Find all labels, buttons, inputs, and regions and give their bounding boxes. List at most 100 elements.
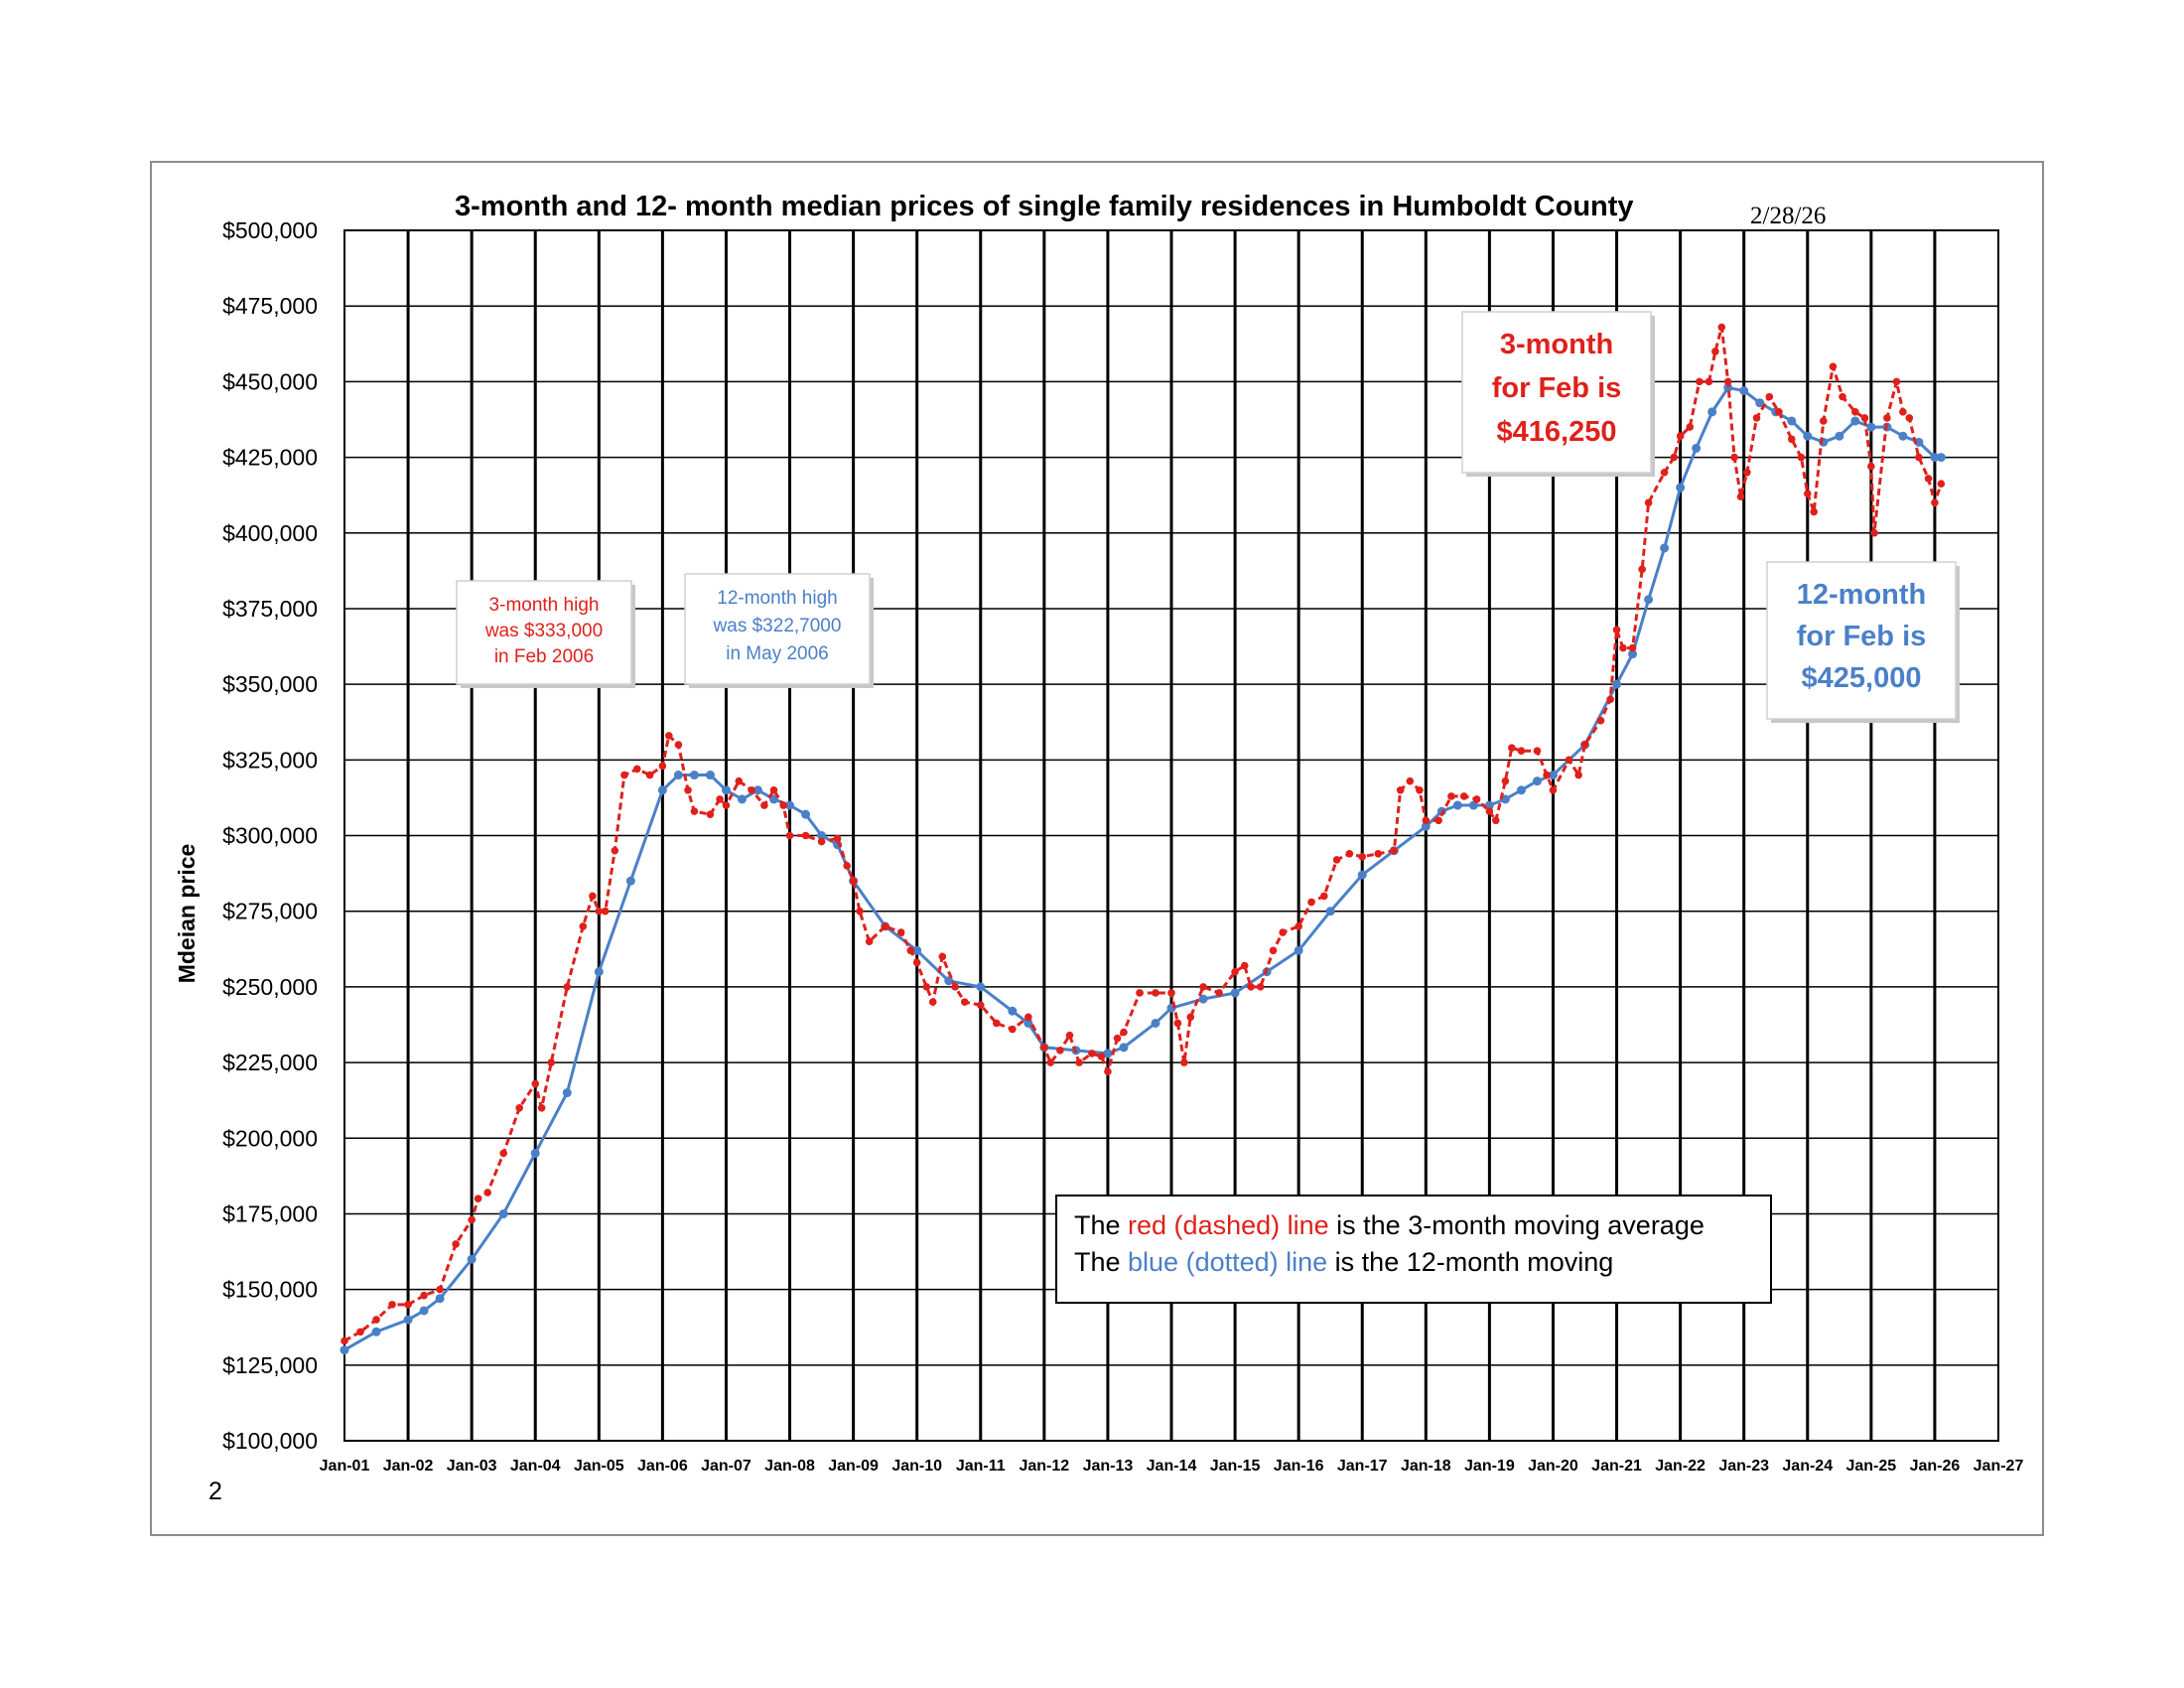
series-12month-point: [530, 1148, 540, 1158]
series-3month-point: [356, 1328, 364, 1336]
series-12month-point: [1930, 453, 1940, 463]
series-3month-point: [1803, 490, 1812, 497]
annotation-text: $425,000: [1802, 662, 1922, 694]
legend-text-highlight: blue (dotted) line: [1128, 1247, 1327, 1277]
series-3month-point: [896, 928, 905, 936]
series-3month-point: [1736, 492, 1745, 500]
series-3month-point: [452, 1240, 460, 1248]
x-tick-label: Jan-24: [1782, 1458, 1833, 1475]
series-3month-point: [1717, 323, 1726, 332]
series-3month-point: [1670, 453, 1679, 462]
y-tick-label: $325,000: [222, 747, 318, 773]
series-3month-point: [1040, 1044, 1048, 1052]
series-3month-point: [674, 741, 683, 749]
annotation-text: 12-month high: [717, 588, 837, 609]
series-3month-point: [1892, 377, 1901, 386]
series-12month-point: [1119, 1043, 1129, 1053]
series-12month-point: [1755, 398, 1765, 408]
series-3month-point: [645, 771, 654, 779]
series-3month-point: [769, 785, 778, 794]
annotation-3month-high: 3-month high was $333,000 in Feb 2006: [456, 580, 635, 688]
series-3month-point: [1743, 469, 1751, 477]
annotation-text: was $333,000: [484, 621, 603, 641]
series-3month-point: [611, 846, 619, 855]
series-12month-point: [1692, 443, 1702, 453]
series-3month-point: [1459, 792, 1468, 800]
series-3month-point: [1406, 776, 1415, 785]
series-3month-point: [1752, 414, 1761, 422]
series-3month-point: [779, 801, 787, 809]
x-tick-label: Jan-12: [1019, 1458, 1069, 1475]
y-tick-label: $400,000: [222, 520, 318, 546]
series-3month-point: [1009, 1025, 1017, 1034]
series-12month-point: [562, 1088, 572, 1098]
series-3month-point: [601, 907, 610, 915]
series-3month-point: [1075, 1058, 1083, 1066]
series-3month-point: [760, 801, 768, 809]
series-12month-point: [1898, 431, 1908, 441]
annotation-text: in May 2006: [726, 643, 829, 664]
x-tick-label: Jan-13: [1083, 1458, 1134, 1475]
series-3month-point: [735, 776, 744, 785]
series-12month-point: [467, 1254, 477, 1264]
series-3month-point: [372, 1316, 380, 1324]
series-3month-point: [1358, 853, 1367, 861]
legend-text-suffix: is the 12-month moving: [1327, 1247, 1613, 1277]
y-tick-labels: $100,000 $125,000 $150,000 $175,000 $200,000…: [222, 217, 318, 1454]
series-12month-point: [673, 771, 683, 780]
series-3month-point: [1819, 417, 1828, 425]
series-12month-point: [976, 982, 986, 992]
series-3month-point: [1434, 816, 1442, 825]
series-3month-point: [1924, 475, 1933, 483]
series-3month-point: [1860, 414, 1869, 422]
series-3month-point: [1173, 1019, 1182, 1028]
series-12month-point: [1500, 794, 1510, 804]
series-12month-point: [1151, 1018, 1160, 1028]
series-3month-point: [1485, 807, 1494, 815]
series-3month-point: [938, 952, 947, 961]
series-3month-point: [589, 892, 597, 901]
series-3month-point: [801, 831, 810, 840]
series-12month-point: [1835, 431, 1844, 441]
annotation-box: [1766, 561, 1957, 720]
series-12month-point: [403, 1315, 413, 1325]
series-12month-point: [1357, 870, 1367, 880]
legend-text-highlight: red (dashed) line: [1128, 1210, 1329, 1240]
series-3month-point: [1491, 816, 1500, 825]
legend-entry-12month: The blue (dotted) line is the 12-month m…: [1074, 1247, 1613, 1277]
series-12month-point: [705, 771, 715, 780]
series-3month-point: [1215, 989, 1223, 997]
series-3month-point: [881, 922, 889, 930]
series-12month-point: [340, 1345, 349, 1355]
legend-entry-3month: The red (dashed) line is the 3-month mov…: [1074, 1210, 1705, 1240]
series-12month-point: [912, 945, 922, 955]
series-3month-point: [716, 795, 724, 803]
series-3month-point: [684, 785, 692, 794]
x-tick-label: Jan-18: [1401, 1458, 1451, 1475]
series-12month-point: [944, 976, 954, 986]
series-3month-point: [468, 1215, 476, 1224]
series-3month-point: [1533, 747, 1542, 755]
series-12month-point: [625, 876, 635, 886]
y-tick-label: $250,000: [222, 974, 318, 1000]
series-3month-point: [563, 983, 572, 991]
series-12month-point: [1325, 907, 1335, 916]
series-12month-point: [1850, 416, 1860, 426]
series-3month-point: [1723, 377, 1732, 386]
series-3month-point: [1867, 462, 1875, 471]
series-3month-point: [843, 862, 852, 870]
series-12month-point: [1198, 994, 1208, 1004]
x-tick-label: Jan-05: [574, 1458, 624, 1475]
annotation-text: 3-month high: [489, 595, 600, 616]
series-12month-point: [1612, 679, 1622, 689]
series-3month-point: [1374, 849, 1383, 858]
y-tick-label: $425,000: [222, 445, 318, 471]
chart-title: 3-month and 12- month median prices of s…: [455, 191, 1634, 222]
series-3month-point: [1024, 1013, 1032, 1022]
series-3month-point: [1899, 408, 1907, 416]
series-12month-point: [371, 1327, 381, 1336]
series-12month-point: [1676, 483, 1686, 492]
annotation-text: $416,250: [1497, 416, 1617, 448]
series-3month-point: [1730, 453, 1738, 462]
series-12month-point: [1468, 800, 1478, 810]
